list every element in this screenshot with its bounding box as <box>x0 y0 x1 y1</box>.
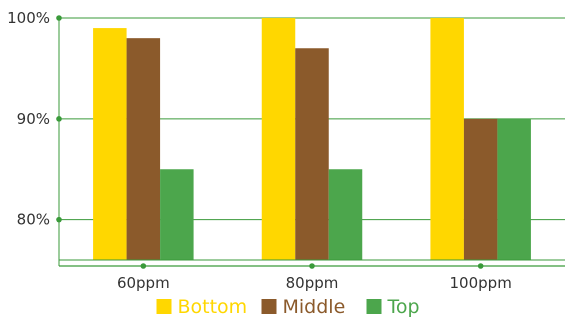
legend-swatch-middle <box>261 299 277 314</box>
x-tick-marker <box>477 263 484 269</box>
legend-swatch-bottom <box>156 299 172 314</box>
legend-label-bottom: Bottom <box>178 296 248 318</box>
bar-top-80ppm <box>328 169 363 260</box>
y-tick-label: 80% <box>17 211 50 229</box>
y-tick-label: 90% <box>17 110 50 128</box>
bar-middle-60ppm <box>126 38 161 260</box>
bar-middle-100ppm <box>463 118 498 260</box>
y-tick-marker <box>56 116 62 122</box>
bar-bottom-80ppm <box>261 18 296 260</box>
bar-top-100ppm <box>497 118 531 260</box>
x-tick-marker <box>309 263 315 269</box>
x-tick-marker <box>140 263 147 269</box>
y-tick-marker <box>56 216 62 223</box>
legend-label-middle: Middle <box>283 296 346 318</box>
bar-bottom-100ppm <box>430 18 464 260</box>
bar-bottom-60ppm <box>93 28 127 261</box>
bars <box>93 18 531 261</box>
legend-label-top: Top <box>387 296 420 318</box>
x-tick-label: 60ppm <box>117 274 170 292</box>
bar-top-60ppm <box>160 169 194 260</box>
legend: Bottom Middle Top <box>156 296 420 318</box>
y-axis-ticks: 80% 90% 100% <box>7 9 62 229</box>
y-tick-marker <box>56 15 62 21</box>
bar-middle-80ppm <box>295 48 329 260</box>
x-tick-label: 80ppm <box>286 274 339 292</box>
y-tick-label: 100% <box>7 9 50 27</box>
legend-swatch-top <box>366 299 382 314</box>
x-tick-label: 100ppm <box>450 274 512 292</box>
x-axis-ticks: 60ppm 80ppm 100ppm <box>117 263 512 292</box>
